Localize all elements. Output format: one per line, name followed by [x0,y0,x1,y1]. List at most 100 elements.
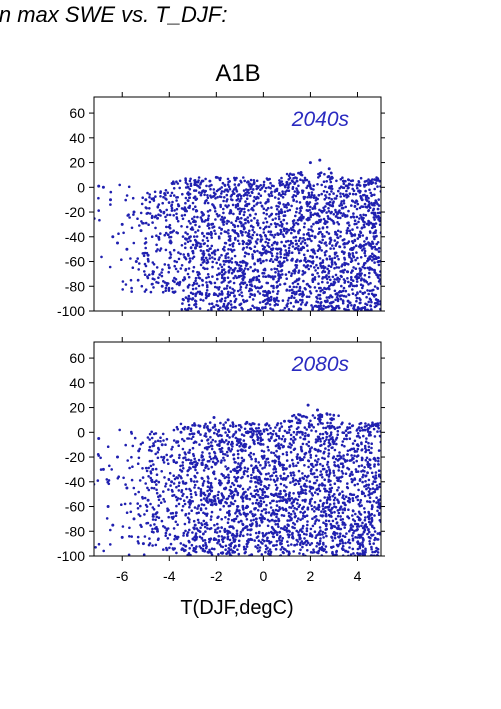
data-point [315,289,318,293]
data-point [231,245,235,248]
data-point [206,480,210,483]
data-point [305,283,309,286]
data-point [257,196,260,200]
data-point [275,474,278,478]
data-point [271,526,274,530]
data-point [248,497,252,501]
data-point [303,474,307,478]
data-point [152,487,156,490]
data-point [231,425,235,428]
data-point [202,503,206,507]
data-point [264,252,268,255]
data-point [265,200,268,204]
data-point [146,253,150,257]
data-point [146,191,149,195]
data-point [323,198,327,201]
data-point [242,227,246,231]
data-point [150,235,154,238]
data-point [312,196,316,200]
data-point [256,223,260,227]
data-point [285,305,289,308]
data-point [327,264,331,268]
data-point [148,196,151,199]
data-point [210,441,213,444]
data-point [368,255,371,258]
data-point [171,287,174,290]
data-point [332,200,335,203]
data-point [207,442,210,445]
data-point [222,304,226,308]
data-point [200,179,204,183]
data-point [360,307,363,310]
data-point [281,452,285,456]
data-point [363,249,367,253]
data-point [202,532,205,535]
data-point [275,515,278,519]
data-point [197,521,201,524]
data-point [359,298,362,302]
data-point [240,216,243,220]
data-point [272,184,275,188]
data-point [340,443,344,447]
data-point [207,249,210,253]
data-point [264,186,268,190]
data-point [256,219,259,222]
data-point [321,276,325,279]
data-point [186,183,189,186]
data-point [235,198,238,202]
data-point [184,201,187,205]
data-point [123,502,127,506]
data-point [321,436,325,440]
data-point [370,247,374,250]
data-point [224,431,227,434]
data-point [202,258,206,262]
data-point [224,465,227,468]
data-point [167,462,170,466]
data-point [343,268,347,272]
data-point [226,454,229,458]
data-point [367,478,371,482]
data-point [154,226,157,230]
data-point [367,181,370,184]
data-point [169,512,173,515]
data-point [351,288,354,291]
data-point [369,179,372,183]
data-point [307,228,311,231]
data-point [325,211,328,214]
data-point [332,247,336,250]
data-point [229,280,232,283]
data-point [275,280,279,284]
data-point [172,482,176,485]
data-point [245,542,249,546]
data-point [290,419,294,423]
data-point [251,253,254,256]
data-point [200,523,204,527]
data-point [254,531,258,535]
data-point [266,250,270,254]
data-point [309,462,313,466]
data-point [228,538,232,542]
data-point [350,459,353,462]
data-point [176,535,179,539]
data-point [270,248,274,251]
data-point [327,275,331,279]
data-point [199,249,203,252]
data-point [317,435,321,439]
data-point [321,432,325,436]
data-point [211,460,215,464]
data-point [305,295,309,299]
data-point [233,475,236,479]
data-point [341,465,345,469]
data-point [219,299,223,303]
data-point [338,451,341,454]
data-point [164,534,167,537]
data-point [348,422,351,426]
data-point [242,434,246,437]
data-point [210,447,214,451]
data-point [262,259,265,263]
data-point [226,434,229,438]
data-point [190,432,194,436]
data-point [143,513,146,516]
data-point [344,205,348,209]
